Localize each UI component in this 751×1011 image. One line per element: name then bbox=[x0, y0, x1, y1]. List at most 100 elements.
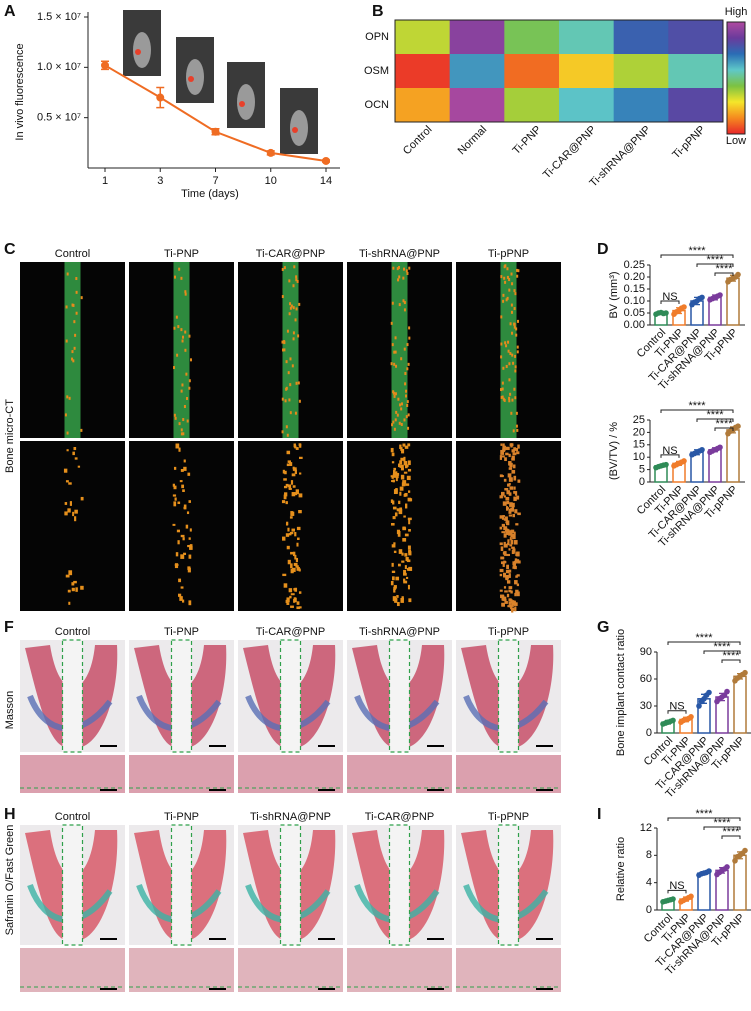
column-label: Ti-shRNA@PNP bbox=[359, 626, 440, 638]
ct-speck bbox=[71, 357, 74, 361]
ct-speck bbox=[505, 364, 508, 368]
ct-speck bbox=[64, 502, 68, 505]
ct-speck bbox=[293, 492, 298, 496]
ct-speck bbox=[188, 379, 191, 383]
y-tick-label: 0.15 bbox=[624, 283, 645, 295]
ct-speck bbox=[504, 516, 508, 521]
ct-speck bbox=[508, 492, 512, 496]
ct-speck bbox=[184, 290, 187, 294]
ct-speck bbox=[512, 514, 516, 518]
significance-bracket bbox=[667, 889, 687, 894]
ct-speck bbox=[178, 447, 181, 452]
ct-speck bbox=[298, 591, 302, 594]
ct-speck bbox=[505, 496, 510, 501]
ct-speck bbox=[80, 296, 83, 300]
data-point bbox=[663, 461, 669, 468]
ct-speck bbox=[513, 565, 517, 570]
ct-speck bbox=[390, 447, 394, 453]
heat-cell bbox=[504, 54, 560, 89]
ct-speck bbox=[291, 528, 296, 532]
heat-cell bbox=[504, 88, 560, 123]
column-label: Ti-CAR@PNP bbox=[541, 124, 599, 182]
ct-speck bbox=[511, 353, 514, 357]
ct-speck bbox=[394, 350, 397, 354]
ct-speck bbox=[508, 362, 511, 366]
ct-speck bbox=[392, 420, 395, 424]
ct-speck bbox=[501, 596, 505, 601]
ct-speck bbox=[500, 342, 503, 346]
ct-speck bbox=[507, 340, 510, 344]
column-label: Ti-shRNA@PNP bbox=[359, 248, 440, 260]
ct-speck bbox=[408, 549, 412, 553]
ct-speck bbox=[514, 580, 518, 585]
heat-cell bbox=[395, 88, 451, 123]
ct-speck bbox=[283, 478, 287, 481]
ct-speck bbox=[180, 428, 183, 432]
ct-speck bbox=[509, 352, 512, 356]
ct-speck bbox=[299, 606, 302, 609]
ct-speck bbox=[185, 372, 188, 376]
ct-speck bbox=[289, 411, 292, 415]
ct-speck bbox=[504, 601, 508, 604]
ct-speck bbox=[172, 494, 177, 497]
row-label: Masson bbox=[4, 691, 16, 730]
ct-speck bbox=[408, 490, 411, 493]
ct-speck bbox=[285, 533, 290, 537]
ct-speck bbox=[514, 509, 518, 514]
ct-speck bbox=[281, 340, 284, 344]
histology-detail bbox=[456, 755, 561, 793]
ct-speck bbox=[296, 279, 299, 283]
ct-speck bbox=[393, 588, 396, 593]
ct-speck bbox=[69, 501, 72, 506]
y-tick-label: 0.05 bbox=[624, 307, 645, 319]
ct-speck bbox=[289, 306, 292, 310]
ct-speck bbox=[499, 542, 503, 546]
ct-speck bbox=[290, 605, 294, 608]
histology-detail bbox=[347, 755, 452, 793]
ct-speck bbox=[501, 531, 506, 534]
heat-cell bbox=[668, 54, 724, 89]
ct-speck bbox=[175, 552, 179, 557]
ct-speck bbox=[516, 451, 520, 455]
ct-speck bbox=[514, 354, 517, 358]
colorbar bbox=[726, 21, 746, 135]
ct-speck bbox=[72, 359, 75, 363]
y-tick-label: 0 bbox=[646, 904, 652, 916]
ct-speck bbox=[502, 551, 506, 555]
ct-speck bbox=[282, 469, 285, 474]
data-point bbox=[670, 896, 676, 902]
ct-speck bbox=[403, 308, 406, 312]
ct-speck bbox=[393, 586, 397, 590]
ct-speck bbox=[499, 495, 503, 499]
ct-speck bbox=[295, 275, 298, 279]
ct-speck bbox=[288, 398, 291, 402]
ct-speck bbox=[400, 407, 403, 411]
ct-speck bbox=[506, 507, 510, 510]
ct-speck bbox=[174, 416, 177, 420]
ct-speck bbox=[186, 397, 189, 401]
ct-speck bbox=[283, 494, 287, 500]
ct-speck bbox=[180, 389, 183, 393]
ct-speck bbox=[284, 399, 287, 403]
ct-speck bbox=[501, 395, 504, 399]
ct-speck bbox=[401, 560, 405, 563]
ct-image bbox=[238, 441, 343, 611]
implant-outline bbox=[279, 824, 302, 946]
ct-speck bbox=[393, 470, 396, 474]
ct-speck bbox=[173, 326, 176, 330]
ct-speck bbox=[296, 606, 300, 610]
ct-speck bbox=[504, 264, 507, 268]
ct-speck bbox=[172, 483, 175, 487]
ct-speck bbox=[68, 482, 72, 485]
implant-outline bbox=[497, 824, 520, 946]
ct-speck bbox=[294, 554, 297, 560]
ct-speck bbox=[508, 477, 513, 482]
histology-detail bbox=[129, 755, 234, 793]
ct-speck bbox=[516, 495, 520, 498]
ct-speck bbox=[293, 443, 296, 448]
signal bbox=[188, 76, 194, 82]
ct-speck bbox=[186, 419, 189, 423]
ct-speck bbox=[396, 601, 400, 607]
ct-speck bbox=[392, 390, 395, 394]
ct-speck bbox=[294, 411, 297, 415]
